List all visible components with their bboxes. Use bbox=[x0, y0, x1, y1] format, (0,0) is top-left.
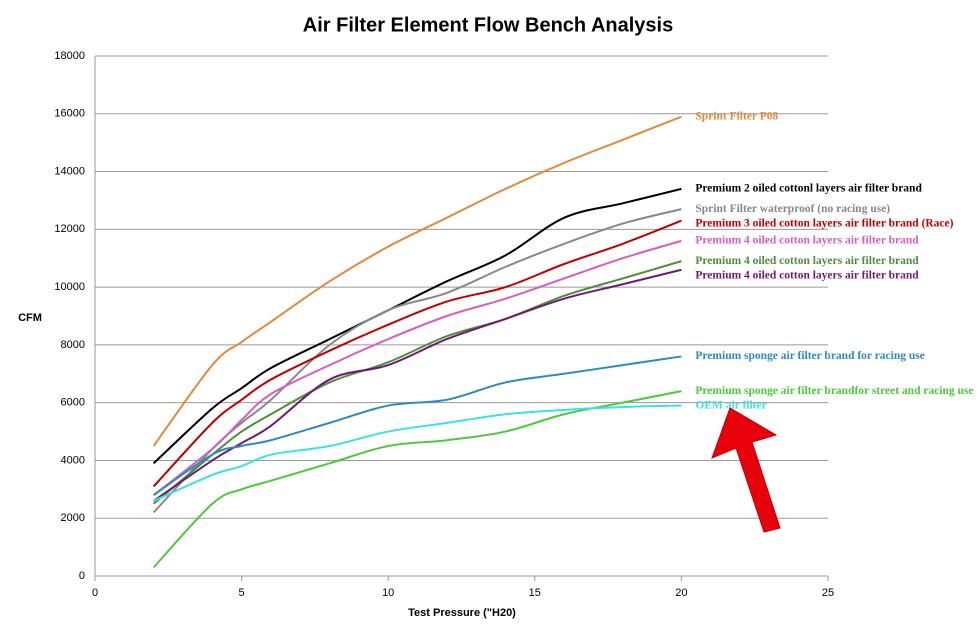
legend-label: OEM air filter bbox=[695, 399, 766, 411]
y-tick-label: 10000 bbox=[54, 281, 85, 293]
x-tick-label: 10 bbox=[382, 587, 394, 599]
x-tick-label: 20 bbox=[675, 587, 687, 599]
legend-label: Premium sponge air filter brand for raci… bbox=[695, 350, 924, 362]
y-tick-label: 0 bbox=[79, 570, 85, 582]
legend-label: Sprint Filter waterproof (no racing use) bbox=[695, 203, 890, 215]
series-line bbox=[152, 219, 682, 488]
series-line bbox=[152, 260, 682, 505]
x-tick-label: 5 bbox=[239, 587, 245, 599]
y-tick-label: 16000 bbox=[54, 108, 85, 120]
legend-label: Premium 4 oiled cotton layers air filter… bbox=[695, 235, 919, 247]
y-tick-label: 2000 bbox=[61, 512, 85, 524]
legend-label: Premium 2 oiled cottonl layers air filte… bbox=[695, 183, 922, 195]
legend-label: Premium 4 oiled cotton layers air filter… bbox=[695, 269, 919, 281]
y-tick-label: 6000 bbox=[61, 397, 85, 409]
y-tick-label: 8000 bbox=[61, 339, 85, 351]
y-tick-label: 12000 bbox=[54, 223, 85, 235]
y-axis-label: CFM bbox=[18, 312, 42, 324]
series-line bbox=[153, 404, 682, 502]
x-tick-label: 25 bbox=[822, 587, 834, 599]
series-line bbox=[153, 239, 682, 496]
series-line bbox=[153, 355, 682, 496]
x-axis-label: Test Pressure ("H20) bbox=[408, 607, 516, 619]
plot-area: 0 2000 4000 6000 8000 10000 12000 14000 16000 180… bbox=[54, 50, 973, 599]
arrow bbox=[711, 407, 781, 533]
legend-label: Premium 4 oiled cotton layers air filter… bbox=[695, 255, 919, 267]
chart-title: Air Filter Element Flow Bench Analysis bbox=[303, 14, 673, 36]
series-line bbox=[152, 115, 682, 447]
legend-label: Sprint Filter P08 bbox=[695, 110, 778, 122]
y-tick-label: 14000 bbox=[54, 165, 85, 177]
legend-label: Premium sponge air filter brandfor stree… bbox=[695, 385, 973, 397]
series-line bbox=[152, 390, 682, 569]
legend-label: Premium 3 oiled cotton layers air filter… bbox=[695, 217, 953, 229]
x-tick-label: 15 bbox=[529, 587, 541, 599]
y-tick-label: 18000 bbox=[54, 50, 85, 62]
y-tick-label: 4000 bbox=[61, 454, 85, 466]
x-tick-label: 0 bbox=[92, 587, 98, 599]
